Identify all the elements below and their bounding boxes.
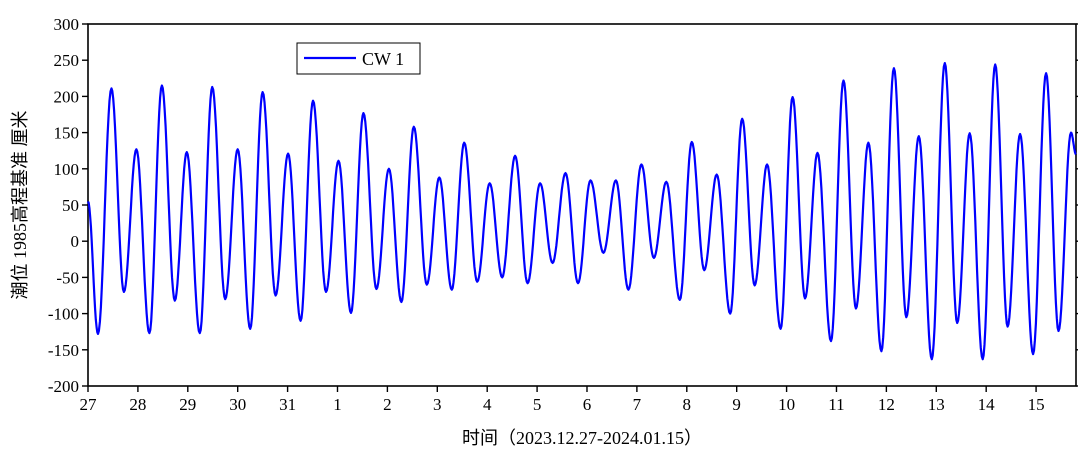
y-tick-label: 100 [54, 160, 80, 179]
y-axis-ticks: 300 250 200 150 100 50 0 -50 -100 -150 -200 [48, 15, 1078, 396]
x-tick-label: 11 [828, 395, 844, 414]
x-tick-label: 7 [633, 395, 642, 414]
legend: CW 1 [296, 42, 421, 75]
x-tick-label: 9 [732, 395, 741, 414]
y-tick-label: -50 [56, 268, 79, 287]
x-tick-label: 12 [878, 395, 895, 414]
x-tick-label: 14 [978, 395, 996, 414]
y-tick-label: 50 [62, 196, 79, 215]
x-tick-label: 28 [129, 395, 146, 414]
x-tick-label: 27 [80, 395, 98, 414]
x-tick-label: 15 [1028, 395, 1045, 414]
x-tick-label: 30 [229, 395, 246, 414]
y-axis-label: 潮位 1985高程基准 厘米 [10, 111, 30, 300]
x-tick-label: 10 [778, 395, 795, 414]
x-tick-label: 4 [483, 395, 492, 414]
x-tick-label: 5 [533, 395, 542, 414]
x-tick-label: 1 [333, 395, 342, 414]
x-tick-label: 8 [683, 395, 692, 414]
y-tick-label: -200 [48, 377, 79, 396]
y-tick-label: 250 [54, 51, 80, 70]
x-tick-label: 2 [383, 395, 392, 414]
x-axis-label: 时间（2023.12.27-2024.01.15） [462, 428, 702, 448]
y-tick-label: 200 [54, 87, 80, 106]
x-tick-label: 6 [583, 395, 592, 414]
legend-label: CW 1 [362, 49, 404, 69]
x-tick-label: 29 [179, 395, 196, 414]
y-tick-label: -100 [48, 305, 79, 324]
x-tick-label: 13 [928, 395, 945, 414]
series-line-cw1 [86, 61, 1077, 361]
y-tick-label: 150 [54, 124, 80, 143]
y-tick-label: 300 [54, 15, 80, 34]
y-tick-label: 0 [71, 232, 80, 251]
x-axis-ticks: 27 28 29 30 31 1 2 3 4 5 6 7 8 9 10 11 12 13 14 15 [80, 386, 1045, 414]
plot-area [86, 23, 1077, 387]
y-tick-label: -150 [48, 341, 79, 360]
x-tick-label: 3 [433, 395, 442, 414]
x-tick-label: 31 [279, 395, 296, 414]
